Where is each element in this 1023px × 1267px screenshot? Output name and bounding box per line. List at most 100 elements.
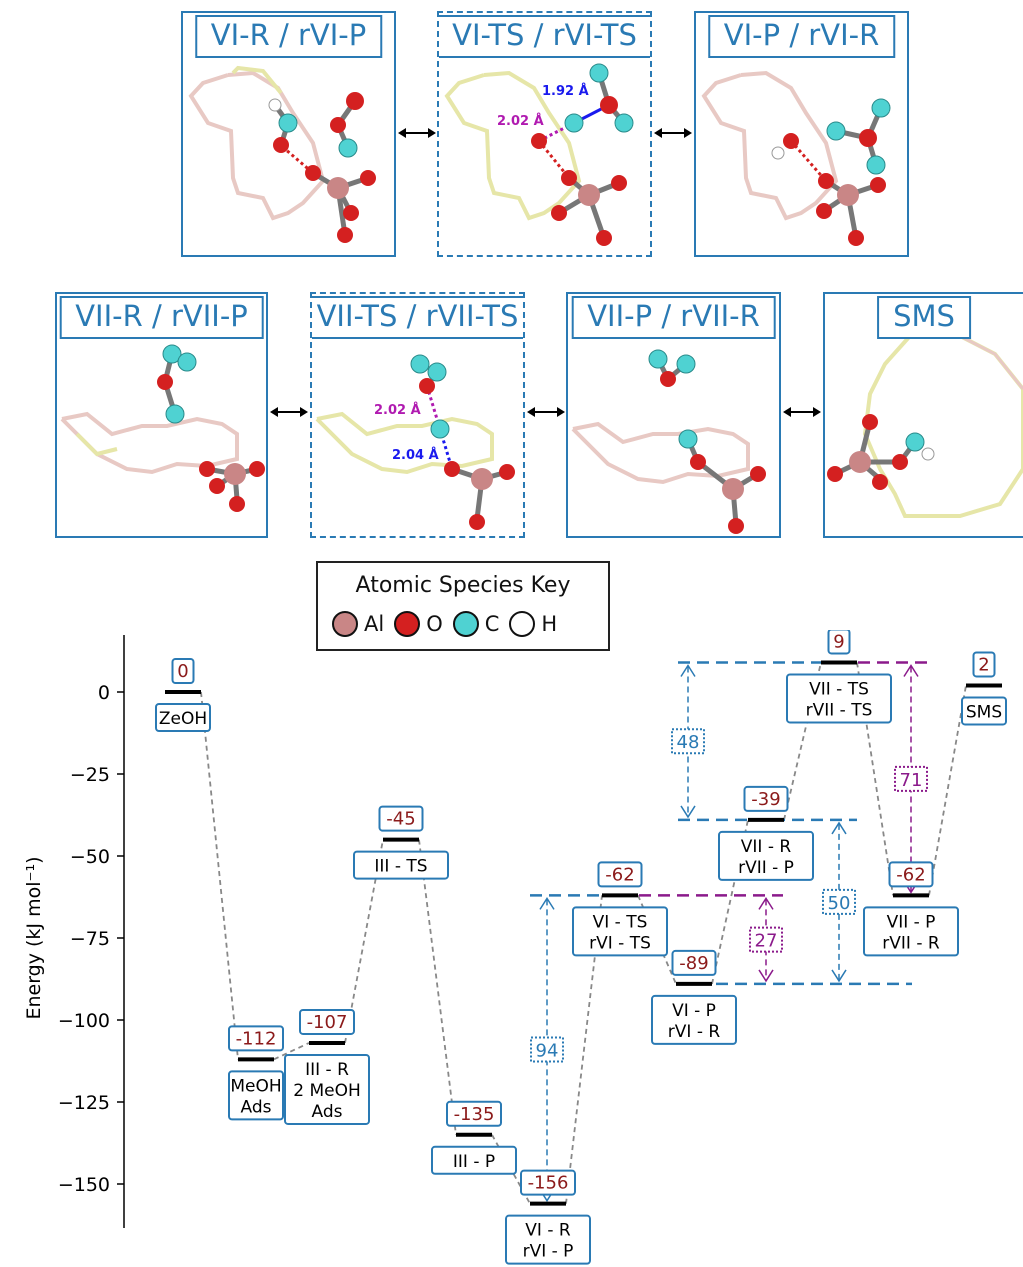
distance-label: 2.02 Å [497, 113, 544, 129]
state-badge [718, 830, 814, 881]
value-label: -107 [307, 1012, 348, 1033]
panel-vi-r: VI-R / rVI-P [181, 11, 396, 257]
double-arrow-icon [525, 404, 567, 424]
state-label: VII - R [741, 837, 792, 857]
panel-sms: SMS [823, 292, 1023, 538]
state-label: 2 MeOH [293, 1081, 361, 1101]
panel-label: VI-TS / rVI-TS [439, 15, 650, 58]
connector-line [565, 895, 603, 1204]
arrow-head-icon [758, 896, 774, 910]
value-label: 2 [978, 654, 989, 675]
arrow-head-icon [680, 664, 696, 677]
y-tick-label: −100 [58, 1010, 110, 1032]
double-arrow-icon [396, 125, 438, 145]
connector-line [418, 839, 457, 1135]
panel-label: VI-R / rVI-P [194, 15, 383, 58]
molecule-sms [827, 334, 1023, 518]
value-badge [228, 1025, 284, 1052]
state-label: ZeOH [159, 709, 207, 729]
legend-items: Al O C H [332, 611, 567, 637]
value-badge [671, 949, 717, 976]
state-label: rVI - R [668, 1022, 721, 1042]
y-tick-label: −25 [70, 764, 110, 786]
barrier-badge [894, 765, 928, 792]
panel-vii-ts: VII-TS / rVII-TS 2.02 Å 2.04 Å [310, 292, 525, 538]
state-badge [505, 1214, 591, 1265]
value-badge [520, 1169, 576, 1196]
state-label: III - TS [374, 857, 427, 877]
state-badge [651, 994, 737, 1045]
panel-label: VII-R / rVII-P [59, 296, 264, 339]
legend-label: O [426, 612, 443, 636]
state-label: VII - TS [809, 679, 869, 699]
arrow-head-icon [680, 805, 696, 819]
legend-title: Atomic Species Key [355, 573, 571, 598]
value-label: -62 [605, 864, 634, 885]
arrow-head-icon [539, 896, 555, 910]
state-label: Ads [241, 1097, 272, 1117]
molecule-vii-ts: 2.02 Å 2.04 Å [315, 354, 515, 530]
value-badge [299, 1008, 355, 1035]
arrow-head-icon [831, 821, 847, 835]
value-label: -39 [751, 789, 780, 810]
state-label: rVII - P [738, 858, 794, 878]
c-swatch-icon [452, 611, 479, 637]
y-axis-label: Energy (kJ mol⁻¹) [23, 856, 45, 1019]
state-badge [863, 906, 959, 957]
barrier-badge [671, 728, 705, 755]
value-badge [743, 785, 789, 812]
arrow-head-icon [758, 969, 774, 983]
energy-profile-chart: 0 −25 −50 −75 −100 −125 −150 Energy (kJ mol⁻¹) 9… [23, 630, 1007, 1265]
state-label: Ads [312, 1102, 343, 1122]
state-label: SMS [966, 702, 1002, 722]
legend-label: C [484, 612, 500, 636]
legend-item-al: Al [332, 611, 384, 637]
value-label: -89 [679, 953, 708, 974]
barrier-label: 48 [677, 732, 700, 753]
barrier-label: 71 [900, 770, 923, 791]
arrow-head-icon [903, 664, 919, 677]
legend-item-h: H [509, 611, 557, 637]
state-label: rVII - R [882, 933, 940, 953]
value-label: -156 [528, 1173, 569, 1194]
state-badge [155, 703, 211, 732]
legend-item-o: O [394, 611, 443, 637]
barrier-label: 27 [755, 931, 778, 952]
state-badge [228, 1070, 284, 1121]
barrier-badge [530, 1036, 564, 1063]
state-badge [284, 1053, 370, 1125]
value-label: -62 [896, 864, 925, 885]
molecule-vii-p [571, 349, 766, 534]
panel-label: SMS [877, 296, 971, 339]
value-badge [827, 630, 851, 655]
state-badge [572, 906, 668, 957]
panel-vii-p: VII-P / rVII-R [566, 292, 781, 538]
state-label: III - P [453, 1152, 495, 1172]
state-label: VI - R [525, 1221, 571, 1241]
state-badge [961, 696, 1007, 726]
value-label: -135 [454, 1104, 495, 1125]
state-label: rVII - TS [806, 700, 873, 720]
molecule-vi-ts: 1.92 Å 2.02 Å [444, 63, 634, 246]
panel-vi-ts: VI-TS / rVI-TS 1.92 Å 2.02 Å [437, 11, 652, 257]
y-tick-label: −75 [70, 928, 110, 950]
legend-label: H [541, 612, 558, 636]
y-tick-label: −150 [58, 1174, 110, 1196]
connector-line [200, 691, 239, 1060]
state-badge [353, 850, 449, 880]
h-swatch-icon [509, 611, 536, 637]
molecule-vi-r [188, 65, 376, 243]
state-label: VI - TS [593, 912, 648, 932]
barrier-label: 50 [828, 893, 851, 914]
value-label: 0 [177, 661, 188, 682]
state-label: rVI - P [523, 1242, 574, 1262]
panel-vi-p: VI-P / rVI-R [694, 11, 909, 257]
legend-label: Al [364, 612, 385, 636]
y-tick-label: −125 [58, 1092, 110, 1114]
atomic-species-legend: Atomic Species Key Al O C H [316, 561, 610, 651]
double-arrow-icon [652, 125, 694, 145]
al-swatch-icon [332, 611, 358, 637]
legend-item-c: C [452, 611, 500, 637]
value-badge [378, 805, 424, 832]
y-tick-label: 0 [98, 682, 110, 704]
